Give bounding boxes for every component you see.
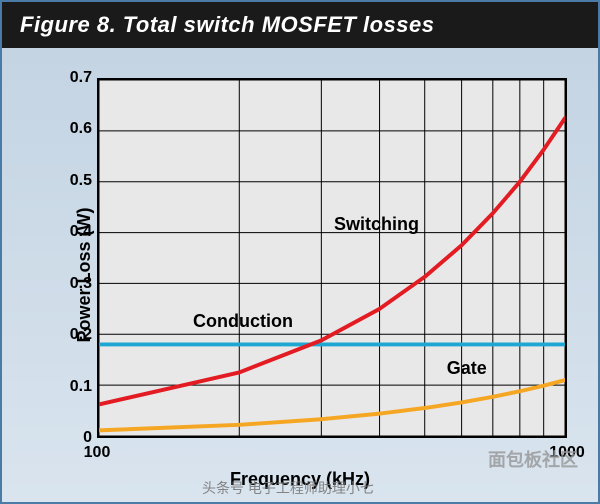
x-tick: 100 — [84, 444, 111, 462]
series-label-gate: Gate — [447, 358, 487, 379]
figure-container: Figure 8. Total switch MOSFET losses Pow… — [0, 0, 600, 504]
y-tick: 0.4 — [52, 223, 92, 241]
plot-wrapper: Power Loss (W) Switching Conduction Gate… — [2, 48, 598, 502]
y-tick: 0.3 — [52, 275, 92, 293]
y-tick: 0.2 — [52, 326, 92, 344]
chart-svg — [99, 80, 565, 436]
watermark-right: 面包板社区 — [488, 446, 578, 472]
series-label-switching: Switching — [334, 214, 419, 235]
watermark-footer: 头条号 电子工程师助理小七 — [202, 478, 374, 498]
y-tick: 0.6 — [52, 120, 92, 138]
y-tick: 0.5 — [52, 172, 92, 190]
y-tick: 0.7 — [52, 69, 92, 87]
series-label-conduction: Conduction — [193, 311, 293, 332]
figure-title: Figure 8. Total switch MOSFET losses — [2, 2, 598, 48]
plot-area: Switching Conduction Gate — [97, 78, 567, 438]
y-tick: 0.1 — [52, 378, 92, 396]
